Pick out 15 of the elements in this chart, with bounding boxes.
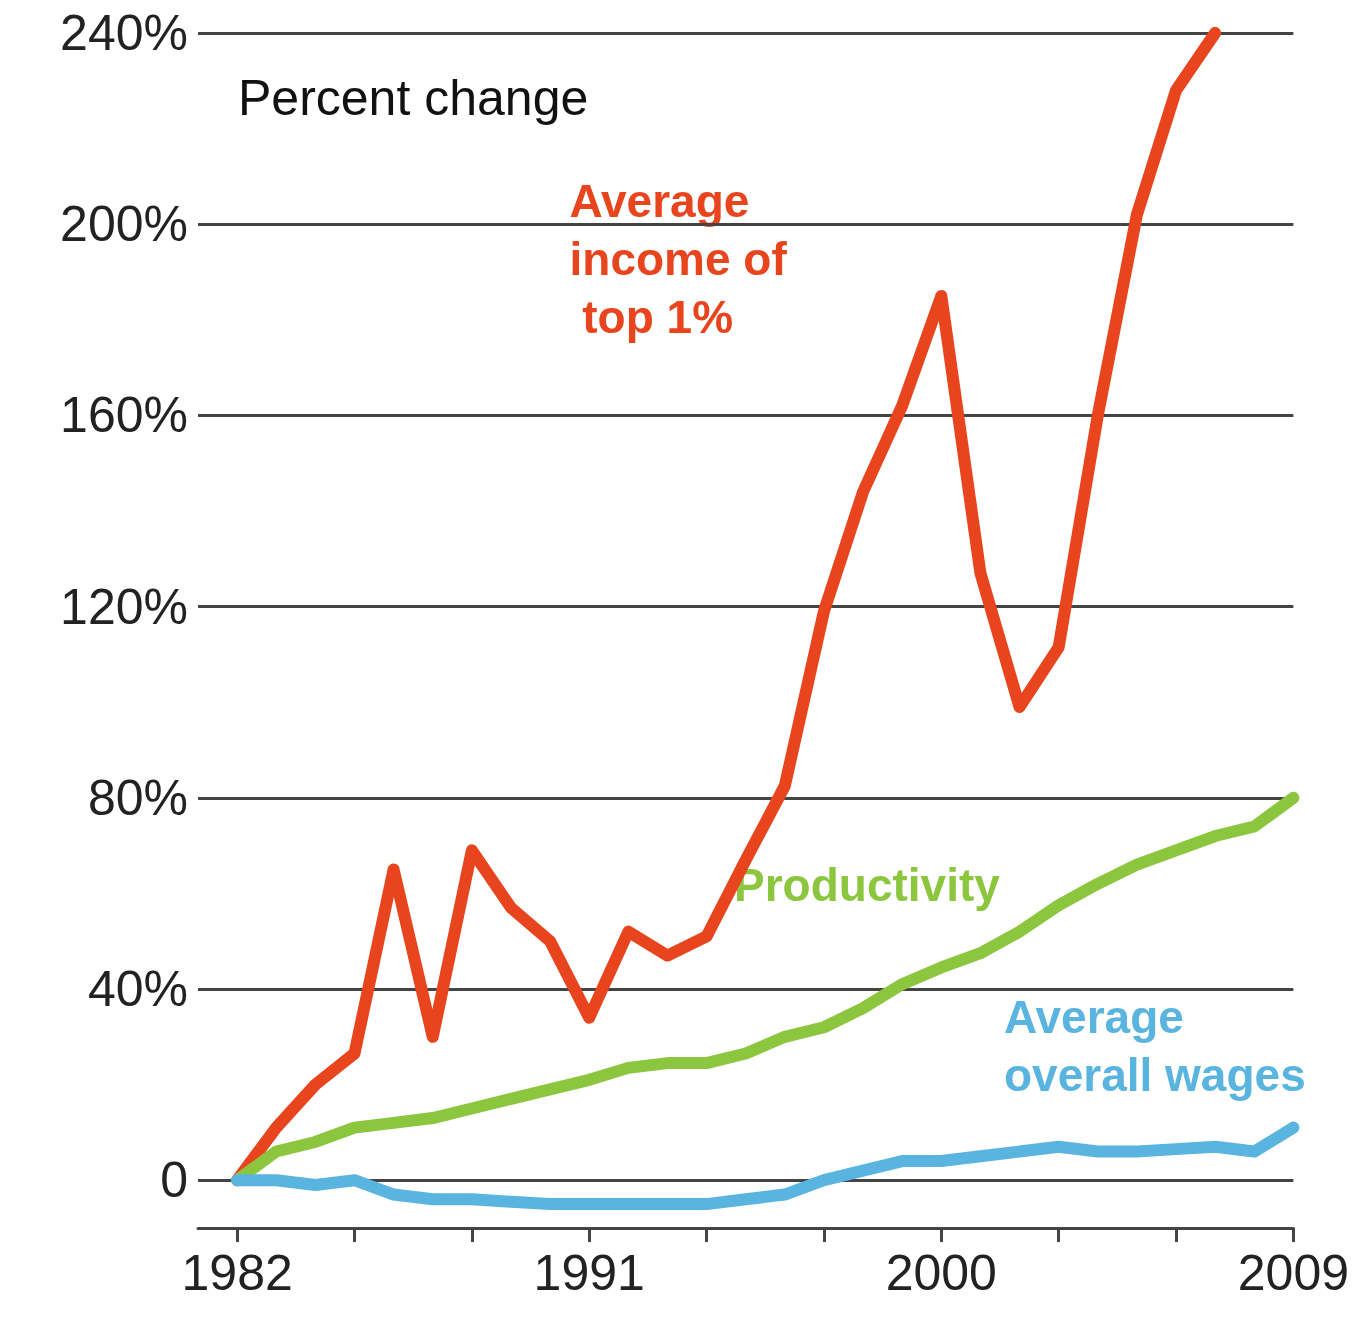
y-tick-label: 0 [160,1152,188,1209]
x-tick-label: 2009 [1237,1245,1349,1301]
y-tick-label: 80% [87,769,188,826]
y-axis-title: Percent change [238,70,589,126]
x-tick-label: 2000 [885,1245,997,1301]
y-tick-label: 240% [60,5,188,61]
y-tick-label: 200% [60,196,188,253]
series-label: Productivity [734,859,1001,911]
y-tick-label: 40% [87,961,188,1017]
x-tick-label: 1991 [533,1245,645,1301]
x-tick-label: 1982 [181,1245,293,1301]
y-tick-label: 120% [60,578,188,635]
y-tick-label: 160% [60,387,188,444]
text: Average income of top 1% [569,175,788,343]
series-label: Average overall wages [1004,991,1306,1101]
